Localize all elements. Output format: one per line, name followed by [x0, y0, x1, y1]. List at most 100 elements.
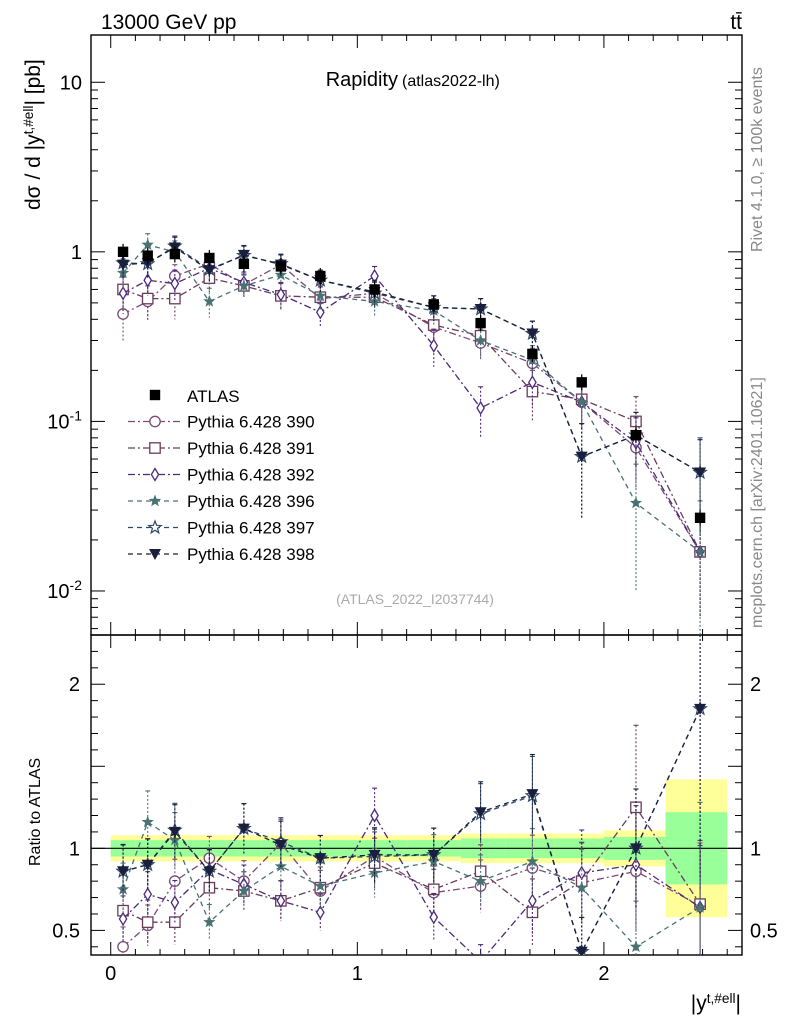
data-point: [314, 289, 327, 302]
legend-label: Pythia 6.428 390: [187, 413, 315, 432]
ratio-point: [575, 946, 588, 955]
data-point: [143, 272, 153, 288]
data-point: [141, 292, 154, 305]
ratio-point: [474, 807, 487, 819]
reference-point: [576, 377, 587, 388]
y-tick-label: 10-2: [47, 577, 82, 603]
main-y-axis-title: dσ / d |yt,#ell| [pb]: [21, 59, 46, 210]
reference-point: [238, 258, 250, 270]
reference-point: [369, 284, 380, 295]
ratio-point: [427, 849, 440, 861]
ratio-point: [141, 916, 154, 929]
ratio-point: [629, 843, 642, 855]
ratio-point: [237, 823, 250, 835]
ratio-y-axis-title: Ratio to ATLAS: [27, 758, 44, 866]
series-line: [122, 267, 701, 553]
x-tick-label: 0: [105, 963, 116, 985]
ratio-y-tick-label-right: 1: [750, 838, 761, 860]
ratio-frame: [90, 634, 743, 956]
data-point: [476, 400, 485, 416]
data-point: [203, 265, 216, 277]
ratio-point: [693, 900, 707, 913]
legend: ATLAS Pythia 6.428 390 Pythia 6.428 391 Pyt…: [128, 387, 315, 564]
chart-title: Rapidity: [326, 69, 398, 91]
rivet-label: Rivet 4.1.0, ≥ 100k events: [749, 67, 766, 252]
legend-marker: [150, 467, 160, 482]
ratio-point: [429, 909, 439, 925]
legend-label: Pythia 6.428 391: [187, 439, 315, 458]
chart-subtitle: (atlas2022-lh): [402, 73, 500, 90]
ratio-y-tick-label-right: 0.5: [750, 920, 778, 942]
data-point: [526, 328, 539, 340]
data-point: [629, 496, 643, 509]
legend-marker: [149, 415, 161, 428]
ratio-point: [694, 703, 707, 715]
legend-marker: [147, 519, 163, 535]
ratio-point: [168, 826, 181, 838]
ratio-series-line: [122, 821, 701, 948]
ratio-series-5: [117, 635, 707, 955]
ratio-point: [203, 866, 216, 878]
legend-marker-atlas: [149, 389, 161, 401]
mcplots-label: mcplots.cern.ch [arXiv:2401.10621]: [749, 377, 766, 628]
ratio-point: [629, 940, 643, 953]
data-point: [575, 395, 588, 408]
ratio-point: [314, 879, 327, 892]
y-tick-label: 10-1: [47, 407, 82, 433]
legend-label: Pythia 6.428 398: [187, 545, 315, 564]
data-point: [276, 287, 286, 302]
data-point: [429, 338, 439, 353]
ratio-point: [528, 893, 537, 909]
ratio-point: [237, 884, 251, 897]
legend-label: Pythia 6.428 392: [187, 466, 315, 485]
ratio-series-2: [118, 787, 705, 955]
ratio-point: [118, 911, 128, 927]
ratio-series-4: [115, 635, 708, 955]
data-point: [694, 467, 707, 479]
ratio-series-line: [122, 814, 701, 955]
x-axis-title: |yt,#ell|: [691, 991, 741, 1016]
series-3: [116, 233, 707, 635]
data-point: [474, 334, 487, 346]
ratio-point: [276, 893, 286, 909]
data-point: [528, 375, 537, 390]
ratio-y-tick-label: 2: [69, 674, 80, 696]
ratio-y-tick-label-right: 2: [750, 674, 761, 696]
ratio-point: [526, 789, 539, 801]
data-point: [203, 294, 216, 307]
ratio-point: [575, 881, 588, 893]
reference-point: [527, 348, 538, 360]
legend-label: Pythia 6.428 397: [187, 519, 315, 538]
plot-elements: 0 1 2 10-2 10-1 1 10 0.5 0.5 1 1 2 2 ATLAS Pythia 6.42…: [47, 34, 778, 985]
ratio-point: [141, 859, 154, 871]
ratio-point: [117, 866, 130, 878]
ratio-point: [368, 849, 381, 861]
data-point: [170, 276, 180, 291]
ratio-point: [143, 887, 153, 902]
data-point: [117, 259, 130, 271]
reference-point: [315, 270, 326, 282]
ratio-point: [141, 815, 154, 828]
reference-series: [117, 243, 706, 526]
ratio-point: [370, 808, 379, 823]
data-point: [693, 545, 707, 558]
series-line: [122, 244, 701, 553]
watermark-label: (ATLAS_2022_I2037744): [336, 591, 494, 607]
reference-point: [204, 252, 215, 264]
x-tick-label: 1: [352, 963, 363, 985]
reference-point: [117, 246, 129, 258]
series-line: [123, 246, 701, 474]
reference-point: [169, 248, 181, 260]
data-point: [474, 304, 487, 316]
legend-marker: [148, 494, 162, 507]
reference-point: [475, 317, 486, 329]
ratio-point: [203, 915, 216, 928]
y-tick-label: 10: [60, 72, 82, 94]
ratio-point: [474, 874, 487, 887]
reference-point: [428, 299, 439, 310]
ratio-point: [314, 853, 327, 865]
ratio-series-line: [122, 708, 701, 954]
data-point: [237, 279, 251, 292]
legend-label: Pythia 6.428 396: [187, 492, 315, 511]
